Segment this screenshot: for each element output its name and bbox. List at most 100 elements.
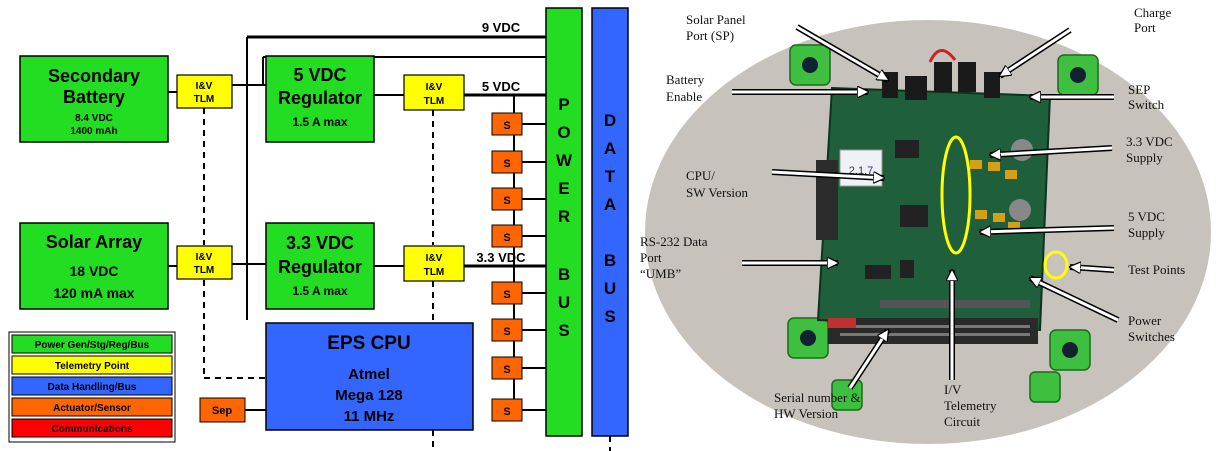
solar-array-voltage: 18 VDC bbox=[69, 263, 118, 279]
tlm-5v: I&V TLM bbox=[403, 74, 465, 111]
switch: S bbox=[491, 224, 523, 248]
svg-text:Mega 128: Mega 128 bbox=[335, 387, 403, 404]
label-supply5-2: Supply bbox=[1128, 225, 1165, 240]
label-test-points: Test Points bbox=[1128, 262, 1185, 277]
label-power-switches-1: Power bbox=[1128, 313, 1162, 328]
mounting-holes bbox=[800, 57, 1086, 358]
regulator-5v-block: 5 VDC Regulator 1.5 A max bbox=[265, 55, 375, 143]
secondary-battery-voltage: 8.4 VDC bbox=[75, 113, 113, 124]
secondary-battery-capacity: 1400 mAh bbox=[70, 126, 117, 137]
switch-group: S S S S S S S S bbox=[491, 112, 523, 422]
label-charge-2: Port bbox=[1134, 20, 1156, 35]
svg-text:I&V: I&V bbox=[196, 252, 213, 263]
board-photo: 2.1.7 bbox=[645, 20, 1211, 444]
svg-text:TLM: TLM bbox=[424, 267, 445, 278]
sep-block: Sep bbox=[199, 397, 246, 423]
label-supply33-2: Supply bbox=[1126, 150, 1163, 165]
block-diagram: Secondary Battery 8.4 VDC 1400 mAh Solar… bbox=[8, 7, 629, 451]
svg-text:Telemetry Point: Telemetry Point bbox=[55, 361, 130, 372]
svg-text:TLM: TLM bbox=[194, 265, 215, 276]
switch: S bbox=[491, 398, 523, 422]
label-iv-3: Circuit bbox=[944, 414, 980, 429]
legend-item-telemetry: Telemetry Point bbox=[11, 355, 173, 375]
legend-item-actuator: Actuator/Sensor bbox=[11, 397, 173, 417]
label-sep-2: Switch bbox=[1128, 97, 1165, 112]
svg-text:B: B bbox=[558, 265, 570, 284]
svg-text:T: T bbox=[605, 167, 616, 186]
svg-text:1.5 A max: 1.5 A max bbox=[292, 284, 347, 298]
test-points-highlight bbox=[1043, 250, 1069, 280]
svg-text:S: S bbox=[503, 364, 510, 376]
secondary-battery-block: Secondary Battery 8.4 VDC 1400 mAh bbox=[19, 55, 169, 143]
svg-text:I&V: I&V bbox=[426, 82, 443, 93]
secondary-battery-title1: Secondary bbox=[48, 66, 140, 86]
switch: S bbox=[491, 281, 523, 305]
label-solar-panel-1: Solar Panel bbox=[686, 12, 746, 27]
svg-text:Actuator/Sensor: Actuator/Sensor bbox=[53, 403, 131, 414]
svg-text:S: S bbox=[503, 158, 510, 170]
svg-text:S: S bbox=[503, 289, 510, 301]
label-iv-1: I/V bbox=[944, 382, 962, 397]
capacitors bbox=[970, 160, 1020, 231]
solar-array-title: Solar Array bbox=[46, 232, 142, 252]
svg-text:Data Handling/Bus: Data Handling/Bus bbox=[48, 382, 137, 393]
switch: S bbox=[491, 318, 523, 342]
svg-text:S: S bbox=[604, 307, 615, 326]
tlm-solar: I&V TLM bbox=[176, 245, 233, 280]
tlm-battery: I&V TLM bbox=[176, 74, 233, 109]
label-rs232-1: RS-232 Data bbox=[640, 234, 708, 249]
ic-chips bbox=[865, 140, 928, 279]
data-bus: D A T A B U S bbox=[591, 7, 629, 437]
svg-text:S: S bbox=[558, 321, 569, 340]
legend: Power Gen/Stg/Reg/Bus Telemetry Point Da… bbox=[8, 331, 176, 443]
svg-text:Sep: Sep bbox=[212, 405, 232, 417]
svg-text:3.3 VDC: 3.3 VDC bbox=[286, 233, 354, 253]
svg-text:R: R bbox=[558, 207, 570, 226]
svg-text:A: A bbox=[604, 195, 616, 214]
svg-text:5 VDC: 5 VDC bbox=[293, 65, 346, 85]
label-solar-panel-2: Port (SP) bbox=[686, 28, 734, 43]
solar-array-current: 120 mA max bbox=[53, 285, 134, 301]
svg-text:A: A bbox=[604, 139, 616, 158]
solar-array-block: Solar Array 18 VDC 120 mA max bbox=[19, 222, 169, 310]
label-supply5-1: 5 VDC bbox=[1128, 209, 1165, 224]
svg-text:S: S bbox=[503, 195, 510, 207]
header-pins bbox=[840, 325, 1030, 336]
label-power-switches-2: Switches bbox=[1128, 329, 1175, 344]
legend-item-data: Data Handling/Bus bbox=[11, 376, 173, 396]
svg-text:TLM: TLM bbox=[424, 96, 445, 107]
svg-text:Communications: Communications bbox=[51, 424, 133, 435]
svg-text:W: W bbox=[556, 151, 573, 170]
svg-text:Regulator: Regulator bbox=[278, 257, 362, 277]
bus-33v-label: 3.3 VDC bbox=[476, 250, 526, 265]
svg-text:B: B bbox=[604, 251, 616, 270]
switch-wires bbox=[522, 123, 546, 411]
label-sep-1: SEP bbox=[1128, 82, 1150, 97]
switch: S bbox=[491, 150, 523, 174]
svg-text:S: S bbox=[503, 232, 510, 244]
label-iv-2: Telemetry bbox=[944, 398, 997, 413]
svg-text:EPS CPU: EPS CPU bbox=[327, 333, 410, 354]
legend-item-comm: Communications bbox=[11, 418, 173, 438]
rs232-connector bbox=[816, 160, 838, 240]
label-rs232-2: Port bbox=[640, 250, 662, 265]
switch: S bbox=[491, 112, 523, 136]
svg-text:S: S bbox=[503, 120, 510, 132]
telemetry-lines bbox=[203, 108, 611, 451]
legend-item-power: Power Gen/Stg/Reg/Bus bbox=[11, 334, 173, 354]
svg-text:S: S bbox=[503, 326, 510, 338]
svg-text:1.5 A max: 1.5 A max bbox=[292, 115, 347, 129]
label-battery-1: Battery bbox=[666, 72, 705, 87]
bus-5v-label: 5 VDC bbox=[482, 79, 521, 94]
label-serial-1: Serial number & bbox=[774, 390, 861, 405]
label-serial-2: HW Version bbox=[774, 406, 839, 421]
iv-telemetry-highlight bbox=[940, 135, 972, 255]
svg-text:Power Gen/Stg/Reg/Bus: Power Gen/Stg/Reg/Bus bbox=[35, 340, 150, 351]
tlm-33v: I&V TLM bbox=[403, 245, 465, 282]
power-bus: P O W E R B U S bbox=[545, 7, 583, 437]
svg-text:Atmel: Atmel bbox=[348, 366, 390, 383]
callout-labels: Solar Panel Port (SP) Charge Port Batter… bbox=[640, 5, 1185, 429]
label-battery-2: Enable bbox=[666, 89, 702, 104]
svg-text:I&V: I&V bbox=[196, 81, 213, 92]
